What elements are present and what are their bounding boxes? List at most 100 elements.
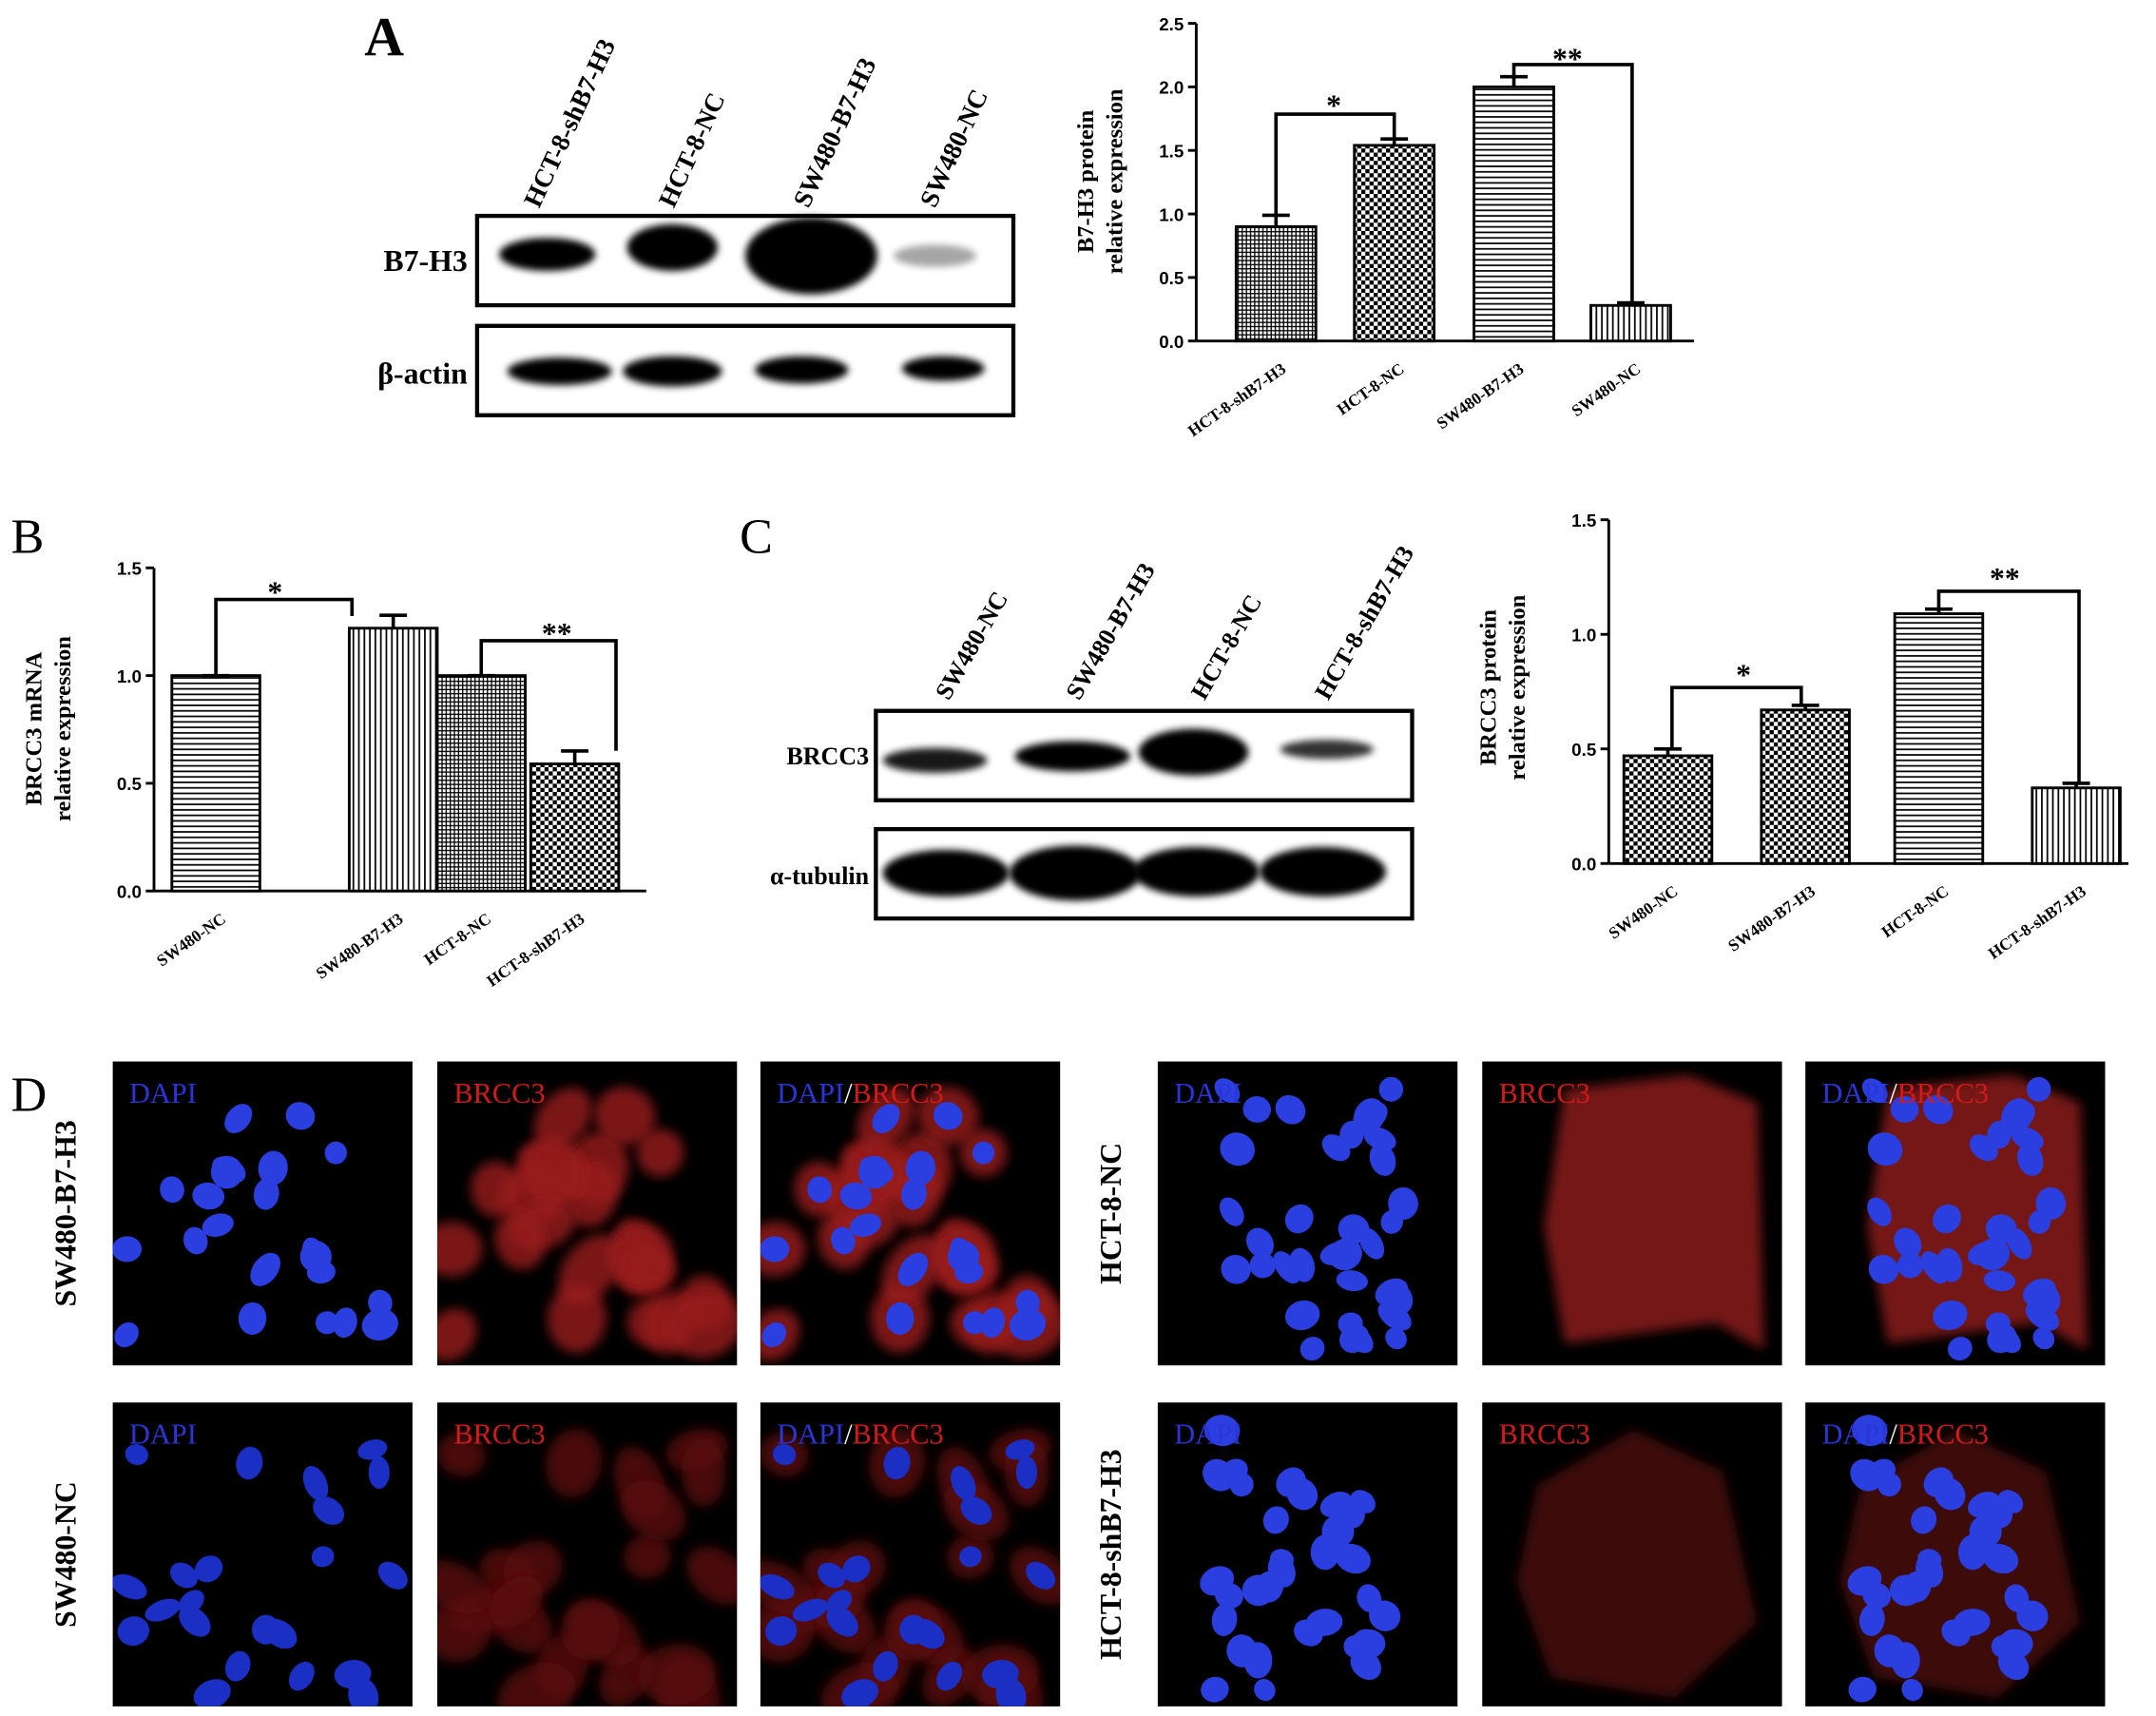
panel-letter: B — [11, 510, 45, 564]
blot-band — [1132, 846, 1260, 897]
lane-label: HCT-8-shB7-H3 — [518, 34, 621, 211]
bar — [1353, 144, 1436, 343]
nucleus — [963, 1311, 987, 1335]
panel-letter: C — [740, 510, 773, 564]
blot-band — [1259, 846, 1386, 897]
blot-band — [882, 747, 988, 773]
nucleus — [831, 1226, 856, 1255]
nucleus — [839, 1182, 873, 1210]
nucleus — [1299, 1337, 1325, 1361]
channel-brcc3: BRCC3 — [853, 1077, 944, 1109]
channel-dapi: DAPI — [777, 1418, 844, 1451]
blot-row-label: α-tubulin — [770, 862, 870, 890]
x-tick-label: SW480-NC — [1569, 359, 1645, 420]
nucleus — [818, 1562, 846, 1589]
nucleus — [1941, 1619, 1971, 1647]
nucleus — [112, 1236, 143, 1263]
nucleus — [1214, 1078, 1241, 1104]
nucleus — [841, 1679, 878, 1706]
nucleus — [114, 1321, 139, 1348]
micrograph — [1157, 1402, 1458, 1706]
nucleus — [1997, 1490, 2024, 1514]
nucleus — [1922, 1094, 1954, 1125]
blot-row-label: BRCC3 — [786, 742, 869, 770]
panel-letter: D — [11, 1069, 48, 1123]
nucleus — [357, 1439, 388, 1460]
channel-label: BRCC3 — [1499, 1077, 1590, 1109]
channel-separator: / — [1889, 1418, 1897, 1451]
blot-band — [882, 849, 1010, 897]
brcc3-signal — [546, 1428, 603, 1498]
nucleus — [1319, 1241, 1355, 1266]
channel-label: DAPI — [1174, 1077, 1242, 1109]
y-tick-label: 0.5 — [1571, 740, 1596, 760]
lane-label: SW480-NC — [914, 85, 993, 211]
nucleus — [1350, 1490, 1376, 1514]
lane-label: HCT-8-NC — [1185, 590, 1267, 704]
brcc3-signal — [436, 1600, 491, 1663]
nucleus — [1201, 1676, 1229, 1703]
nucleus — [1890, 1095, 1919, 1123]
significance-label: * — [1736, 658, 1751, 691]
channel-brcc3: BRCC3 — [453, 1077, 545, 1109]
brcc3-signal — [637, 1128, 684, 1177]
nucleus — [1867, 1132, 1903, 1166]
x-tick-label: HCT-8-shB7-H3 — [1985, 882, 2089, 963]
brcc3-signal — [686, 1546, 738, 1605]
nucleus — [2011, 1127, 2044, 1151]
nucleus — [1254, 1678, 1276, 1702]
nucleus — [1219, 1197, 1244, 1226]
brcc3-signal — [471, 1161, 523, 1218]
nucleus — [377, 1561, 408, 1590]
nucleus — [117, 1616, 150, 1647]
x-tick-label: HCT-8-shB7-H3 — [484, 910, 588, 991]
row-label: SW480-B7-H3 — [49, 1120, 83, 1306]
channel-label: DAPI — [129, 1418, 197, 1451]
nucleus — [1896, 1252, 1924, 1279]
channel-brcc3: BRCC3 — [453, 1418, 545, 1451]
nucleus — [1335, 1543, 1371, 1574]
channel-label: BRCC3 — [1499, 1418, 1590, 1451]
nucleus — [1982, 1543, 2019, 1574]
nucleus — [1262, 1506, 1289, 1534]
significance-bracket — [1274, 112, 1396, 217]
nucleus — [2035, 1186, 2067, 1220]
nucleus — [258, 1150, 288, 1186]
nucleus — [901, 1178, 927, 1210]
blot-band — [1138, 728, 1249, 776]
brcc3-signal — [606, 1223, 674, 1290]
nucleus — [1354, 1629, 1381, 1656]
bar — [1234, 224, 1318, 343]
lane-label: SW480-B7-H3 — [788, 53, 882, 211]
y-tick-label: 1.5 — [1571, 511, 1596, 530]
significance-bracket — [214, 597, 355, 676]
nucleus — [333, 1307, 357, 1339]
significance-label: ** — [1990, 562, 2020, 595]
nucleus — [933, 1102, 963, 1130]
channel-label: DAPI — [129, 1077, 197, 1109]
nucleus — [1967, 1241, 2003, 1266]
blot-band — [507, 357, 612, 385]
nucleus — [315, 1311, 339, 1335]
nucleus — [1987, 1323, 2017, 1354]
nucleus — [285, 1102, 316, 1130]
brcc3-signal — [594, 1087, 656, 1146]
channel-separator: / — [844, 1418, 853, 1451]
nucleus — [2025, 1301, 2059, 1331]
nucleus — [1948, 1337, 1973, 1361]
error-bar — [561, 749, 589, 764]
blot-band — [499, 238, 596, 271]
y-tick-label: 2.5 — [1159, 14, 1184, 34]
error-bar — [379, 613, 408, 628]
nucleus — [1284, 1300, 1320, 1331]
channel-dapi: DAPI — [1174, 1418, 1242, 1451]
nucleus — [160, 1176, 184, 1204]
nucleus — [1385, 1327, 1407, 1350]
nucleus — [1026, 1561, 1056, 1590]
nucleus — [1015, 1456, 1038, 1490]
channel-dapi: DAPI — [1822, 1418, 1890, 1451]
nucleus — [792, 1598, 828, 1622]
y-tick-label: 0.5 — [1159, 268, 1184, 288]
nucleus — [112, 1573, 147, 1600]
nucleus — [1226, 1634, 1258, 1668]
